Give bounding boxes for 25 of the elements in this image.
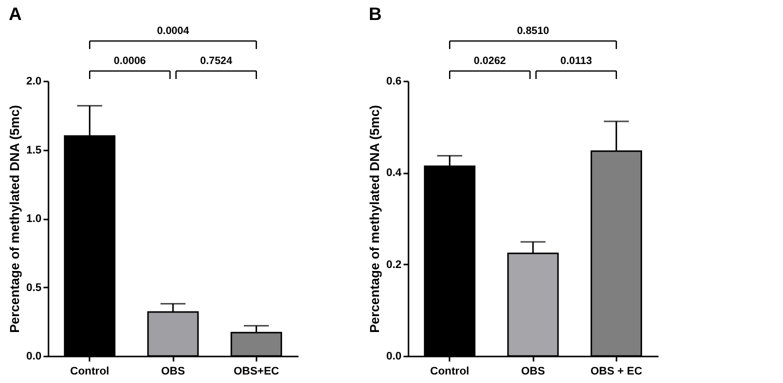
y-tick-label: 0.6 — [386, 76, 402, 88]
chart-title: A — [8, 4, 22, 24]
y-tick-label: 1.5 — [26, 144, 42, 156]
x-tick-label: OBS — [161, 366, 185, 378]
y-tick-label: 0.5 — [26, 282, 42, 294]
text: 0.0004 — [156, 25, 190, 37]
text: 0.8510 — [516, 25, 550, 37]
y-tick-label: 0.2 — [386, 258, 402, 271]
x-tick-label: OBS+EC — [234, 366, 280, 378]
text: 0.7524 — [200, 55, 232, 67]
x-tick-label: OBS + EC — [590, 366, 642, 378]
x-tick-label: Control — [430, 366, 470, 378]
y-tick-label: 0.4 — [386, 167, 402, 180]
y-tick-label: 0.0 — [386, 350, 402, 362]
y-axis-title: Percentage of methylated DNA (5mc) — [7, 105, 22, 333]
y-tick-label: 1.0 — [26, 213, 42, 225]
x-tick-label: OBS — [521, 366, 545, 378]
y-tick-label: 2.0 — [26, 76, 42, 88]
x-tick-label: Control — [70, 366, 110, 378]
chart-title: B — [368, 4, 382, 24]
text: 0.0262 — [474, 55, 506, 67]
y-tick-label: 0.0 — [26, 350, 42, 362]
y-axis-title: Percentage of methylated DNA (5mc) — [367, 105, 382, 333]
text: 0.0113 — [560, 55, 592, 67]
text: 0.0006 — [114, 55, 146, 67]
